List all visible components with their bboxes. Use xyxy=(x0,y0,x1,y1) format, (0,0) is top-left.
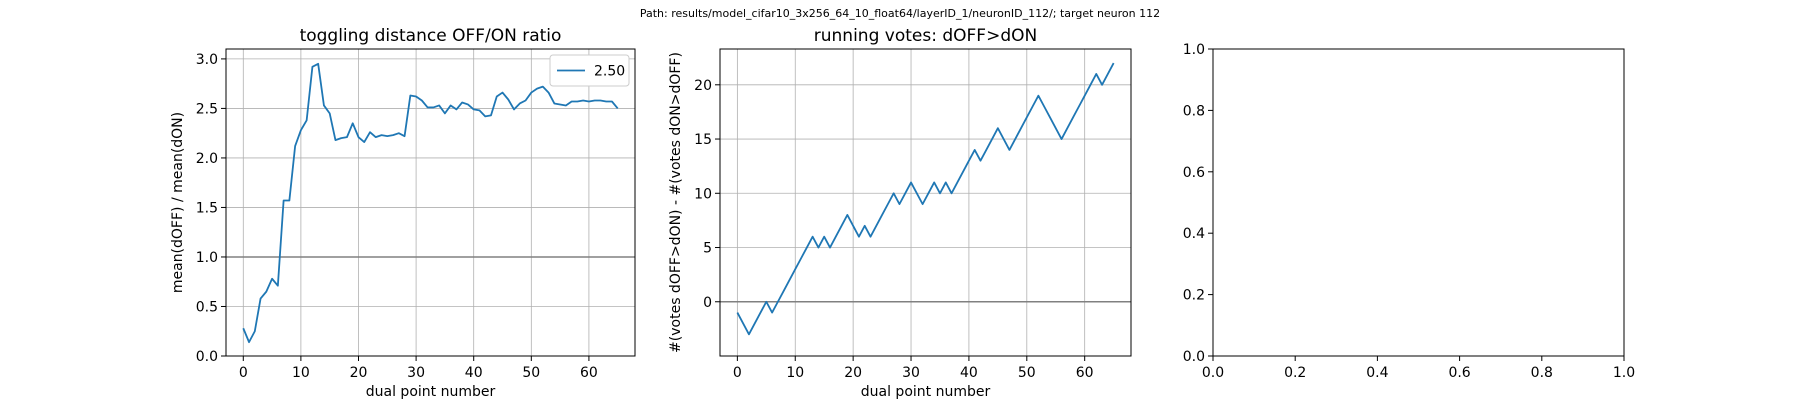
x-tick-label-5: 50 xyxy=(1018,365,1036,381)
y-tick-label-1: 0.5 xyxy=(196,299,218,315)
y-axis-label: #(votes dOFF>dON) - #(votes dON>dOFF) xyxy=(668,52,684,353)
y-tick-label-2: 0.4 xyxy=(1183,226,1205,242)
x-tick-label-6: 60 xyxy=(1076,365,1094,381)
x-tick-label-3: 30 xyxy=(407,365,425,381)
y-tick-label-3: 0.6 xyxy=(1183,165,1205,181)
chart-panel-2: 0 10 20 30 40 50 60 0 5 10 15 20 running votes: dOFF… xyxy=(668,26,1132,400)
x-tick-label-5: 50 xyxy=(522,365,540,381)
x-tick-label-6: 60 xyxy=(580,365,598,381)
legend-frame xyxy=(549,54,630,87)
y-tick-label-2: 1.0 xyxy=(196,250,218,266)
axes-frame xyxy=(1212,48,1625,357)
x-tick-label-2: 20 xyxy=(844,365,862,381)
y-tick-label-6: 3.0 xyxy=(196,52,218,68)
x-tick-label-0: 0 xyxy=(733,365,742,381)
y-tick-label-0: 0.0 xyxy=(1183,349,1205,365)
x-tick-label-3: 30 xyxy=(902,365,920,381)
x-tick-label-0: 0 xyxy=(239,365,248,381)
chart-title: toggling distance OFF/ON ratio xyxy=(300,26,562,46)
chart-title: running votes: dOFF>dON xyxy=(814,26,1037,46)
chart-panel-1: 0 10 20 30 40 50 60 0.0 0.5 1.0 1.5 2.0 2.5 3.0 toggli… xyxy=(170,26,636,400)
x-tick-label-1: 10 xyxy=(786,365,804,381)
y-axis-label: mean(dOFF) / mean(dON) xyxy=(170,112,186,293)
y-tick-label-3: 15 xyxy=(694,132,712,148)
y-tick-label-1: 5 xyxy=(703,241,712,257)
y-tick-label-4: 0.8 xyxy=(1183,103,1205,119)
x-tick-label-1: 10 xyxy=(292,365,310,381)
x-tick-label-2: 0.4 xyxy=(1366,365,1388,381)
series-line-1 xyxy=(736,62,1115,336)
y-tick-label-4: 2.0 xyxy=(196,151,218,167)
x-axis-label: dual point number xyxy=(366,384,496,400)
y-tick-label-4: 20 xyxy=(694,78,712,94)
legend-label: 2.50 xyxy=(594,64,625,80)
y-tick-label-5: 2.5 xyxy=(196,101,218,117)
x-tick-label-5: 1.0 xyxy=(1613,365,1635,381)
y-tick-label-3: 1.5 xyxy=(196,200,218,216)
y-tick-label-5: 1.0 xyxy=(1183,42,1205,58)
legend: 2.50 xyxy=(549,54,630,87)
x-tick-label-0: 0.0 xyxy=(1202,365,1224,381)
x-tick-label-3: 0.6 xyxy=(1448,365,1470,381)
x-tick-label-2: 20 xyxy=(350,365,368,381)
y-tick-label-0: 0.0 xyxy=(196,349,218,365)
axes-frame xyxy=(225,48,636,357)
x-tick-label-4: 40 xyxy=(960,365,978,381)
axes-frame xyxy=(719,48,1132,357)
y-tick-label-2: 10 xyxy=(694,186,712,202)
x-tick-label-4: 40 xyxy=(465,365,483,381)
x-tick-label-1: 0.2 xyxy=(1284,365,1306,381)
figure-suptitle: Path: results/model_cifar10_3x256_64_10_… xyxy=(640,7,1160,20)
chart-panel-3: 0.0 0.2 0.4 0.6 0.8 1.0 0.0 0.2 0.4 0.6 0.8 1.0 xyxy=(1183,42,1635,381)
y-tick-label-0: 0 xyxy=(703,295,712,311)
x-tick-label-4: 0.8 xyxy=(1531,365,1553,381)
series-line-1 xyxy=(242,62,619,344)
x-axis-label: dual point number xyxy=(861,384,991,400)
y-tick-label-1: 0.2 xyxy=(1183,288,1205,304)
